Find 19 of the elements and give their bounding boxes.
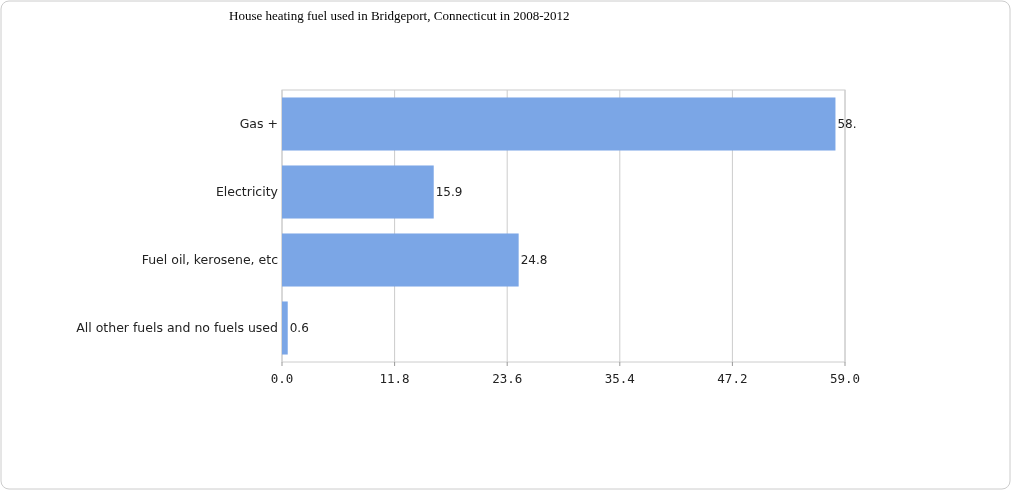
x-tick-label: 11.8 <box>379 371 410 386</box>
bar <box>282 97 836 151</box>
x-tick-label: 47.2 <box>717 371 748 386</box>
data-label: 58. <box>837 116 857 131</box>
bar <box>282 233 519 287</box>
data-label: 0.6 <box>289 320 309 335</box>
x-tick-label: 35.4 <box>604 371 635 386</box>
bar <box>282 301 288 355</box>
x-tick-label: 59.0 <box>829 371 861 386</box>
chart-title: House heating fuel used in Bridgeport, Connecticut in 2008-2012 <box>229 8 570 23</box>
x-tick-label: 0.0 <box>270 371 294 386</box>
data-label: 15.9 <box>435 184 463 199</box>
y-tick-label: Gas + <box>239 115 278 131</box>
bar <box>282 165 434 219</box>
y-tick-label: All other fuels and no fuels used <box>76 319 278 335</box>
x-tick-label: 23.6 <box>492 371 523 386</box>
y-tick-label: Electricity <box>215 183 279 199</box>
data-label: 24.8 <box>520 252 548 267</box>
y-tick-label: Fuel oil, kerosene, etc <box>141 251 279 267</box>
